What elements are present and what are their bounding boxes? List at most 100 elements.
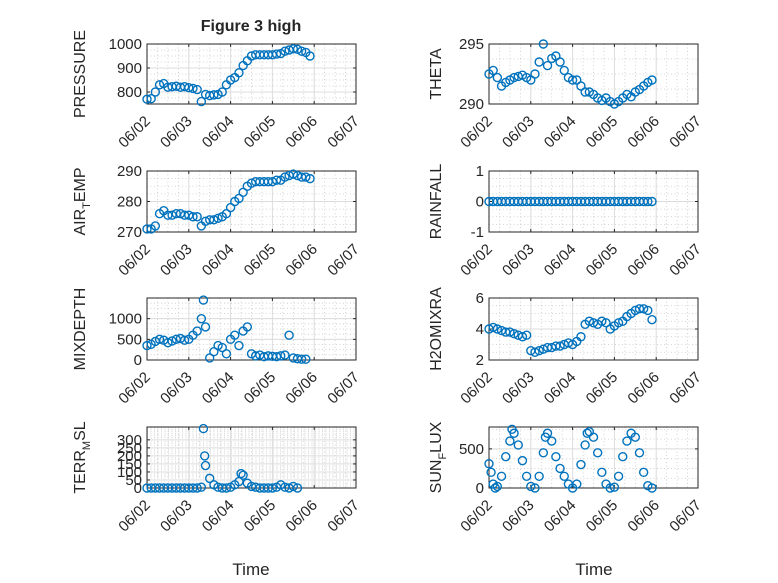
y-tick-label: 0 [476, 480, 484, 497]
x-tick-label: 06/05 [241, 369, 280, 408]
data-point [188, 212, 198, 222]
y-axis-label: MIXDEPTH [72, 288, 89, 371]
x-tick-label: 06/04 [199, 497, 238, 536]
x-tick-label: 06/04 [541, 497, 580, 536]
data-point [192, 84, 202, 95]
data-point [280, 172, 290, 182]
y-tick-label: 270 [117, 224, 142, 241]
gridlines [489, 298, 698, 360]
axes-frame [488, 43, 699, 105]
data-point [488, 65, 498, 76]
data-point [551, 452, 561, 462]
data-point [613, 471, 624, 481]
data-point [154, 334, 165, 345]
data-point [296, 46, 307, 56]
data-point [638, 304, 649, 314]
data-point [580, 87, 590, 97]
data-point [150, 221, 161, 231]
x-tick-label: 06/02 [115, 497, 154, 536]
data-point [142, 340, 152, 351]
data-point [301, 172, 311, 182]
y-tick-label: 2 [476, 352, 484, 369]
data-point [555, 463, 565, 474]
y-tick-label: 0 [134, 480, 142, 497]
y-tick-label: 1000 [109, 36, 142, 53]
data-point [509, 72, 519, 83]
data-point [584, 316, 595, 326]
x-tick-label: 06/04 [199, 113, 238, 152]
x-tick-label: 06/02 [115, 113, 154, 152]
data-point [301, 354, 311, 364]
y-tick-label: 250 [117, 440, 142, 457]
x-tick-label: 06/05 [583, 241, 622, 280]
x-tick-label: 06/07 [666, 369, 705, 408]
data-point [284, 330, 294, 340]
x-tick-label: 06/04 [541, 113, 580, 152]
axes-frame [488, 426, 699, 489]
y-tick-label: 800 [117, 84, 142, 101]
data-point [613, 318, 624, 328]
x-axis-label-left: Time [232, 560, 269, 579]
x-tick-label: 06/07 [324, 497, 363, 536]
data-point [209, 215, 219, 225]
data-point [505, 327, 515, 337]
x-tick-label: 06/02 [115, 241, 154, 280]
axes-background [488, 43, 699, 105]
data-point [572, 479, 582, 489]
data-point [559, 65, 569, 76]
data-point [638, 467, 649, 478]
data-point [236, 468, 246, 479]
scatter-series [484, 196, 657, 207]
x-tick-label: 06/02 [457, 241, 496, 280]
y-tick-label: -1 [471, 224, 484, 241]
data-point [204, 353, 215, 363]
data-point [234, 68, 244, 78]
data-point [496, 471, 507, 481]
scatter-series [484, 39, 657, 109]
y-axis-label: PRESSURE [72, 30, 89, 118]
gridlines [489, 427, 698, 488]
data-point [200, 322, 211, 332]
y-tick-label: 280 [117, 194, 142, 211]
data-point [192, 212, 202, 222]
x-tick-label: 06/04 [199, 369, 238, 408]
axes-frame [146, 43, 357, 105]
data-point [271, 49, 282, 59]
y-tick-label: 0 [476, 194, 484, 211]
data-point [597, 467, 607, 478]
data-point [204, 473, 215, 484]
x-tick-label: 06/06 [282, 241, 321, 280]
x-tick-label: 06/06 [624, 369, 663, 408]
data-point [588, 432, 599, 442]
x-tick-label: 06/04 [199, 241, 238, 280]
data-point [513, 440, 523, 450]
data-point [292, 483, 303, 493]
data-point [526, 481, 536, 492]
subplot-4: 06/02 06/03 06/04 06/05 06/06 06/07 -1 0 1 RAINFA… [428, 163, 705, 279]
figure-title: Figure 3 high [201, 18, 301, 35]
data-point [146, 94, 156, 104]
data-point [196, 96, 207, 107]
data-point [490, 483, 500, 493]
data-point [521, 471, 532, 481]
x-tick-label: 06/07 [324, 241, 363, 280]
y-tick-label: 295 [459, 36, 484, 53]
y-tick-label: 290 [117, 163, 142, 180]
data-point [505, 436, 515, 446]
data-point [271, 175, 282, 185]
x-tick-label: 06/05 [583, 369, 622, 408]
x-tick-label: 06/05 [583, 113, 622, 152]
data-point [517, 455, 528, 466]
y-tick-label: 500 [117, 331, 142, 348]
data-point [542, 60, 553, 71]
x-tick-label: 06/06 [282, 369, 321, 408]
data-point [288, 169, 298, 179]
x-tick-label: 06/04 [541, 369, 580, 408]
data-point [179, 335, 190, 345]
x-tick-label: 06/03 [157, 241, 196, 280]
y-tick-label: 50 [125, 472, 142, 489]
data-point [567, 75, 578, 85]
data-point [238, 470, 248, 480]
data-point [213, 213, 223, 223]
y-axis-label: H2OMIXRA [428, 287, 445, 371]
